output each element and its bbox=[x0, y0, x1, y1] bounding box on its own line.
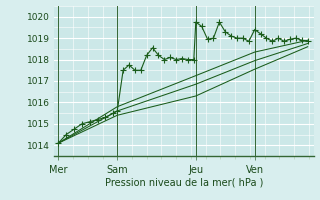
X-axis label: Pression niveau de la mer( hPa ): Pression niveau de la mer( hPa ) bbox=[105, 178, 263, 188]
